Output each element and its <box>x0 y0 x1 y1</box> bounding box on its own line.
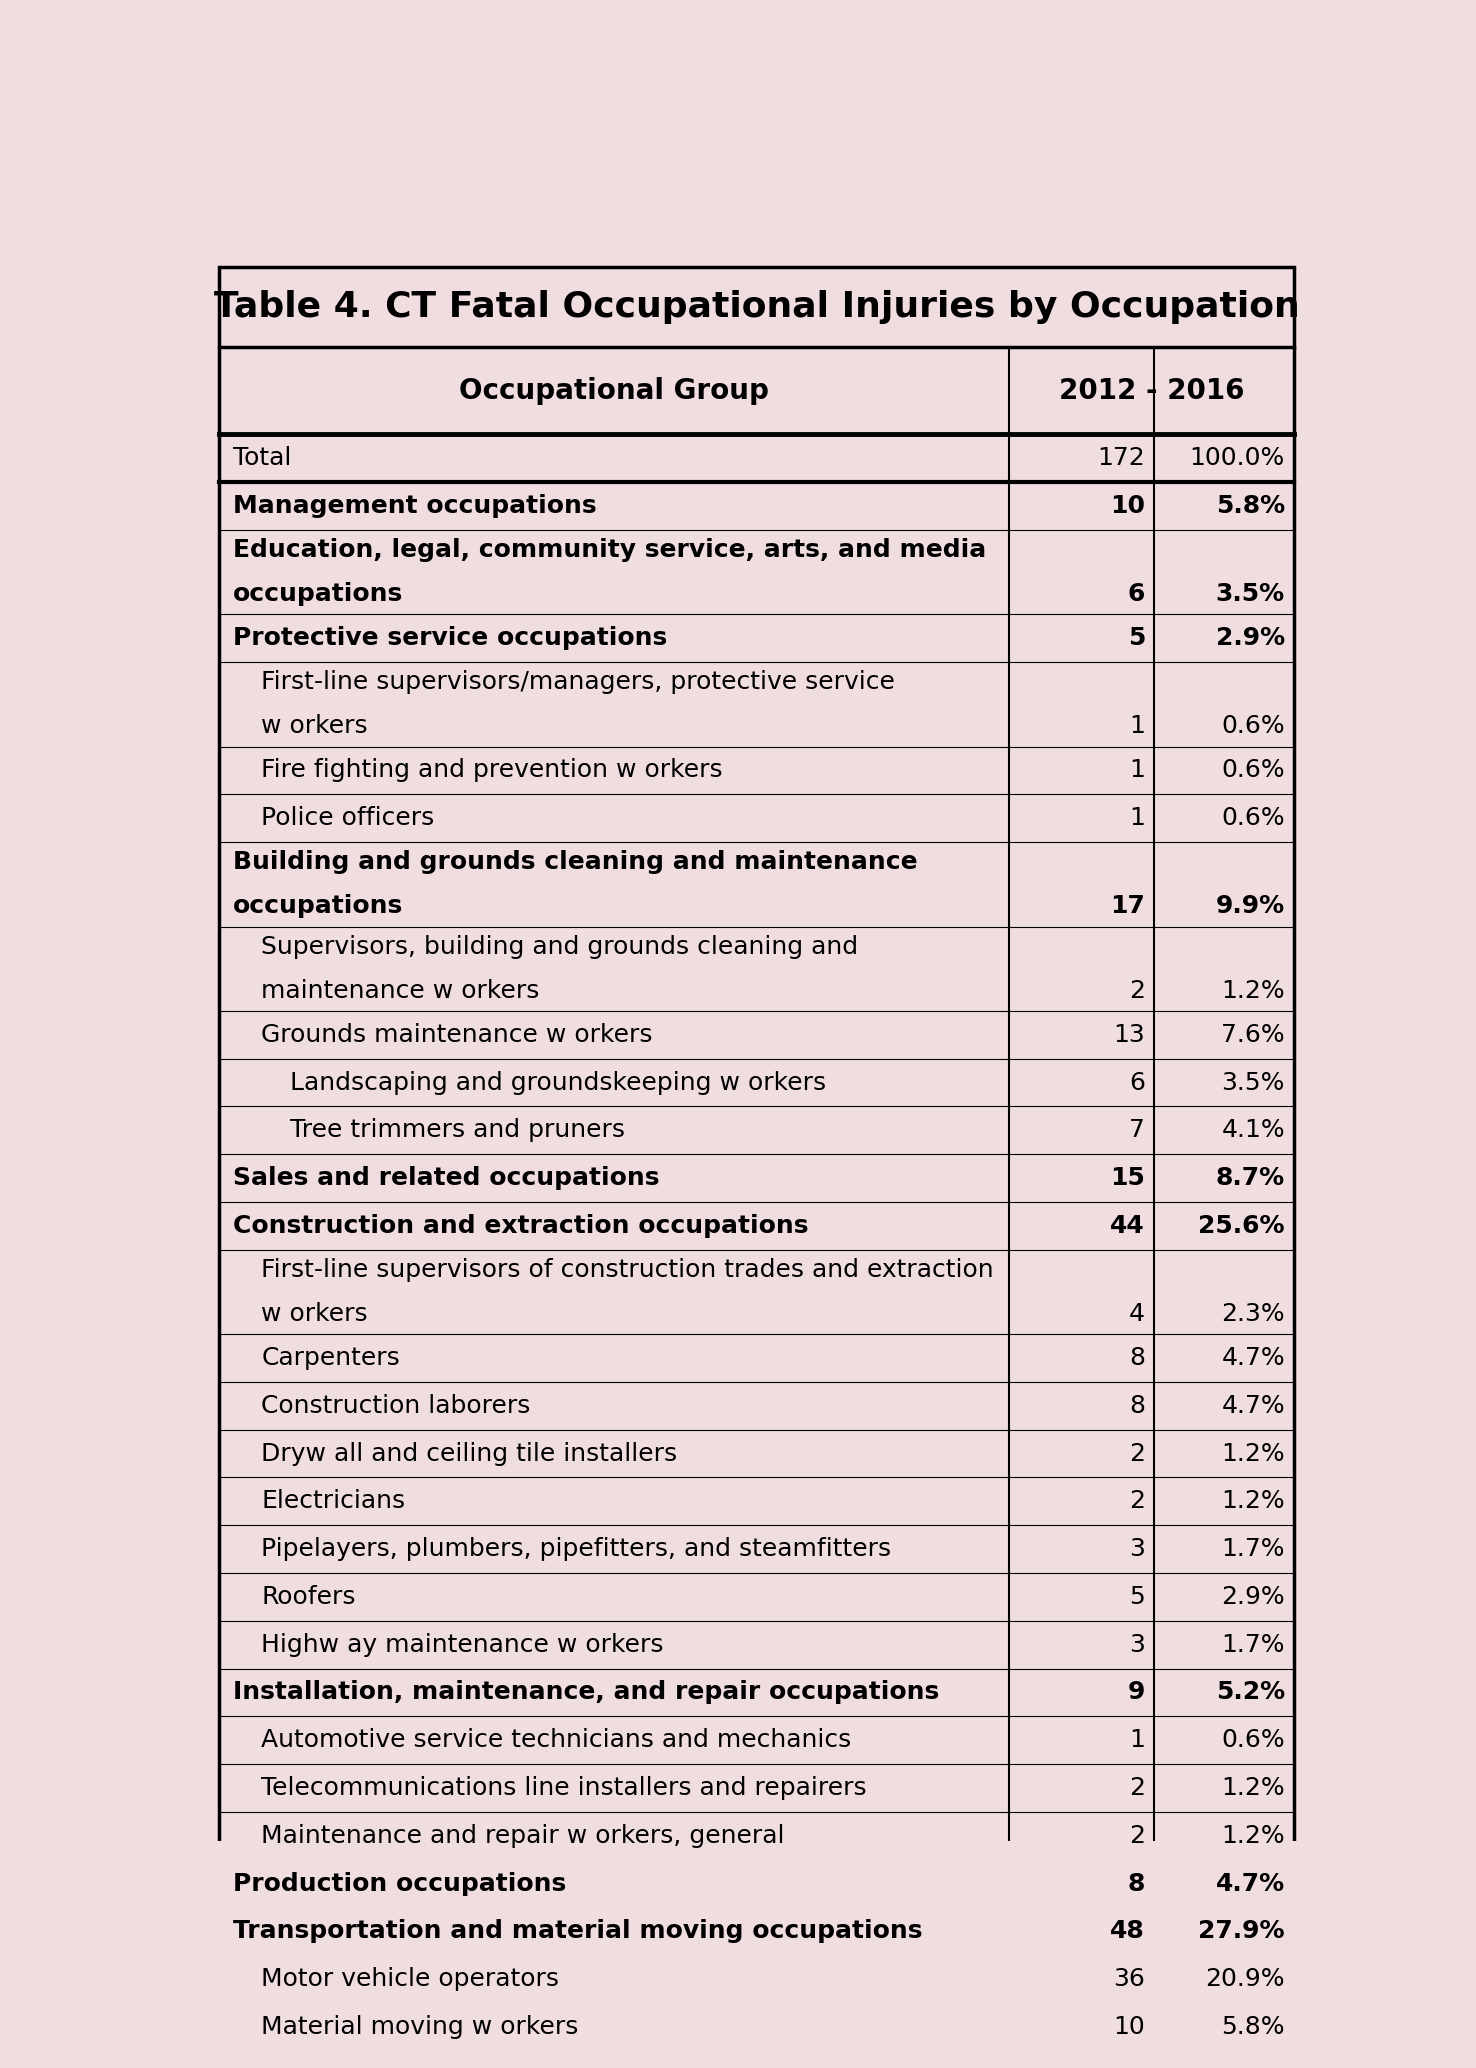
Text: Police officers: Police officers <box>261 807 434 829</box>
Text: 3: 3 <box>1129 1632 1145 1656</box>
Text: 9.9%: 9.9% <box>1216 893 1286 918</box>
Text: w orkers: w orkers <box>261 1303 368 1326</box>
Text: 8: 8 <box>1129 1346 1145 1369</box>
Text: Landscaping and groundskeeping w orkers: Landscaping and groundskeeping w orkers <box>289 1071 827 1094</box>
Text: 5.8%: 5.8% <box>1222 2014 1286 2039</box>
Text: Telecommunications line installers and repairers: Telecommunications line installers and r… <box>261 1776 866 1799</box>
Text: 17: 17 <box>1110 893 1145 918</box>
Text: Table 4. CT Fatal Occupational Injuries by Occupation: Table 4. CT Fatal Occupational Injuries … <box>214 290 1299 325</box>
Text: 1: 1 <box>1129 1729 1145 1752</box>
Text: 5: 5 <box>1129 1584 1145 1609</box>
Text: 4: 4 <box>1129 1303 1145 1326</box>
Text: Pipelayers, plumbers, pipefitters, and steamfitters: Pipelayers, plumbers, pipefitters, and s… <box>261 1537 892 1561</box>
Text: Roofers: Roofers <box>261 1584 356 1609</box>
Text: 2: 2 <box>1129 1441 1145 1466</box>
Text: 0.6%: 0.6% <box>1221 1729 1286 1752</box>
Text: 1: 1 <box>1129 759 1145 782</box>
Text: 10: 10 <box>1113 2014 1145 2039</box>
Text: Maintenance and repair w orkers, general: Maintenance and repair w orkers, general <box>261 1824 785 1847</box>
Text: 0.6%: 0.6% <box>1221 759 1286 782</box>
Text: 1.7%: 1.7% <box>1222 1632 1286 1656</box>
Text: 10: 10 <box>1110 494 1145 519</box>
Text: 2.3%: 2.3% <box>1221 1303 1286 1326</box>
Text: Motor vehicle operators: Motor vehicle operators <box>261 1967 559 1991</box>
Text: 2012 - 2016: 2012 - 2016 <box>1058 376 1244 405</box>
Text: occupations: occupations <box>233 583 403 606</box>
Text: 2.9%: 2.9% <box>1221 1584 1286 1609</box>
Text: 172: 172 <box>1097 447 1145 469</box>
Text: First-line supervisors/managers, protective service: First-line supervisors/managers, protect… <box>261 670 894 695</box>
Text: 4.7%: 4.7% <box>1221 1346 1286 1369</box>
Text: 1.2%: 1.2% <box>1221 978 1286 1003</box>
Text: 5: 5 <box>1128 627 1145 649</box>
Text: Installation, maintenance, and repair occupations: Installation, maintenance, and repair oc… <box>233 1681 939 1704</box>
Text: 3.5%: 3.5% <box>1216 583 1286 606</box>
Text: 2.9%: 2.9% <box>1216 627 1286 649</box>
Text: Electricians: Electricians <box>261 1489 406 1514</box>
Text: Occupational Group: Occupational Group <box>459 376 769 405</box>
Text: 13: 13 <box>1113 1024 1145 1046</box>
Text: 4.7%: 4.7% <box>1221 1394 1286 1419</box>
Text: 5.8%: 5.8% <box>1216 494 1286 519</box>
Text: 3.5%: 3.5% <box>1222 1071 1286 1094</box>
Text: 2: 2 <box>1129 978 1145 1003</box>
Text: 9: 9 <box>1128 1681 1145 1704</box>
Text: Grounds maintenance w orkers: Grounds maintenance w orkers <box>261 1024 652 1046</box>
Text: Automotive service technicians and mechanics: Automotive service technicians and mecha… <box>261 1729 852 1752</box>
Text: Supervisors, building and grounds cleaning and: Supervisors, building and grounds cleani… <box>261 935 858 960</box>
Text: Tree trimmers and pruners: Tree trimmers and pruners <box>289 1119 624 1142</box>
Text: Highw ay maintenance w orkers: Highw ay maintenance w orkers <box>261 1632 664 1656</box>
Text: 6: 6 <box>1129 1071 1145 1094</box>
Text: 7.6%: 7.6% <box>1221 1024 1286 1046</box>
Text: Building and grounds cleaning and maintenance: Building and grounds cleaning and mainte… <box>233 850 917 875</box>
Text: Management occupations: Management occupations <box>233 494 596 519</box>
Text: 15: 15 <box>1110 1166 1145 1189</box>
Text: Total: Total <box>233 447 291 469</box>
Text: 0.6%: 0.6% <box>1221 807 1286 829</box>
Text: maintenance w orkers: maintenance w orkers <box>261 978 540 1003</box>
Text: 1.7%: 1.7% <box>1222 1537 1286 1561</box>
Text: Carpenters: Carpenters <box>261 1346 400 1369</box>
Text: 8: 8 <box>1128 1872 1145 1896</box>
Text: Construction and extraction occupations: Construction and extraction occupations <box>233 1214 807 1239</box>
Text: Material moving w orkers: Material moving w orkers <box>261 2014 579 2039</box>
Text: Transportation and material moving occupations: Transportation and material moving occup… <box>233 1919 922 1944</box>
Text: 5.2%: 5.2% <box>1216 1681 1286 1704</box>
Text: 1.2%: 1.2% <box>1221 1441 1286 1466</box>
Text: 20.9%: 20.9% <box>1206 1967 1286 1991</box>
Text: 7: 7 <box>1129 1119 1145 1142</box>
Text: Protective service occupations: Protective service occupations <box>233 627 667 649</box>
Text: Education, legal, community service, arts, and media: Education, legal, community service, art… <box>233 538 986 562</box>
Text: 27.9%: 27.9% <box>1199 1919 1286 1944</box>
Text: 1.2%: 1.2% <box>1221 1776 1286 1799</box>
Text: Sales and related occupations: Sales and related occupations <box>233 1166 660 1189</box>
Text: 0.6%: 0.6% <box>1221 713 1286 738</box>
Text: 8: 8 <box>1129 1394 1145 1419</box>
Text: 8.7%: 8.7% <box>1216 1166 1286 1189</box>
Text: 4.7%: 4.7% <box>1216 1872 1286 1896</box>
Text: occupations: occupations <box>233 893 403 918</box>
Text: Dryw all and ceiling tile installers: Dryw all and ceiling tile installers <box>261 1441 677 1466</box>
Text: 2: 2 <box>1129 1776 1145 1799</box>
Text: Construction laborers: Construction laborers <box>261 1394 530 1419</box>
Text: 36: 36 <box>1113 1967 1145 1991</box>
Text: Production occupations: Production occupations <box>233 1872 565 1896</box>
Text: 2: 2 <box>1129 1824 1145 1847</box>
Text: 3: 3 <box>1129 1537 1145 1561</box>
Text: 1: 1 <box>1129 713 1145 738</box>
Text: 100.0%: 100.0% <box>1190 447 1286 469</box>
Text: 25.6%: 25.6% <box>1199 1214 1286 1239</box>
Text: w orkers: w orkers <box>261 713 368 738</box>
Text: 48: 48 <box>1110 1919 1145 1944</box>
Text: 44: 44 <box>1110 1214 1145 1239</box>
Text: First-line supervisors of construction trades and extraction: First-line supervisors of construction t… <box>261 1257 993 1282</box>
Text: Fire fighting and prevention w orkers: Fire fighting and prevention w orkers <box>261 759 723 782</box>
Text: 1.2%: 1.2% <box>1221 1489 1286 1514</box>
Text: 6: 6 <box>1128 583 1145 606</box>
Text: 4.1%: 4.1% <box>1221 1119 1286 1142</box>
Text: 2: 2 <box>1129 1489 1145 1514</box>
Text: 1: 1 <box>1129 807 1145 829</box>
Text: 1.2%: 1.2% <box>1221 1824 1286 1847</box>
